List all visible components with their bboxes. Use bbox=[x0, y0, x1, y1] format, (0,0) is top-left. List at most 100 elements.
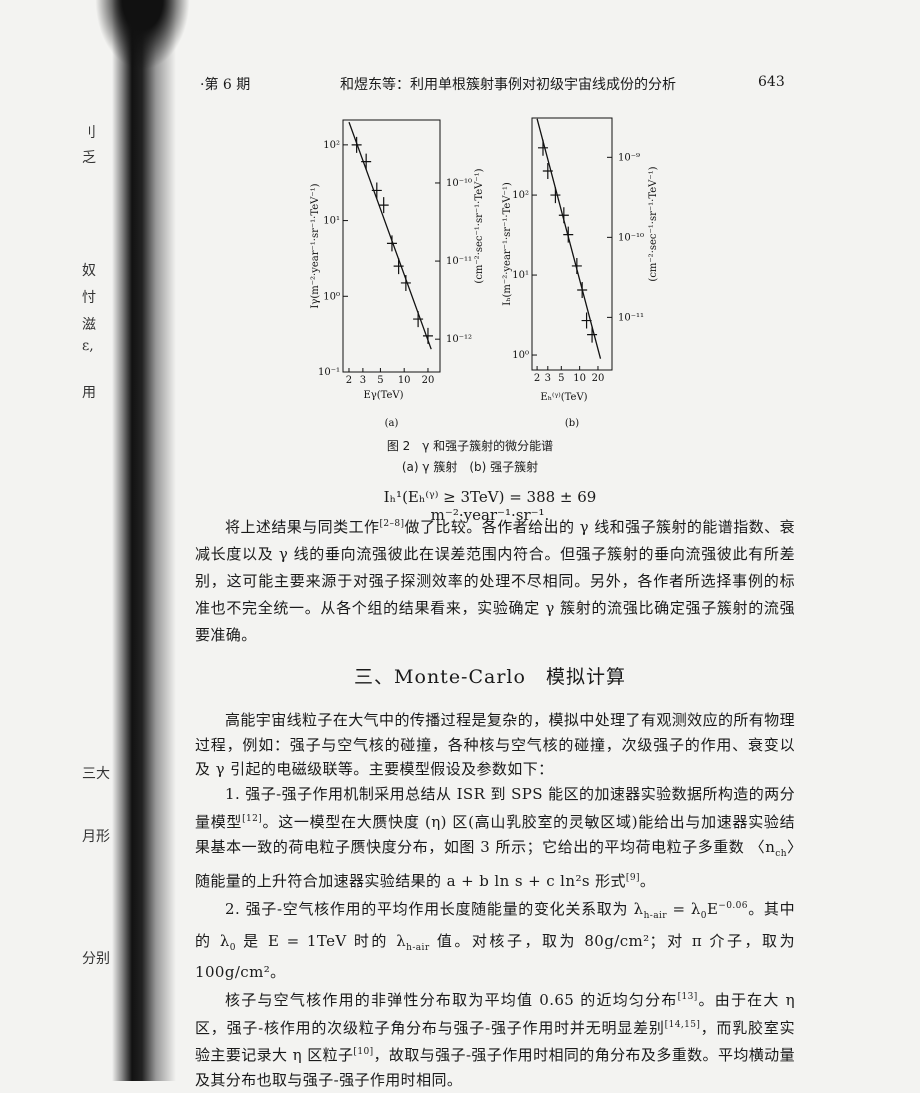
text: 。 bbox=[639, 872, 656, 891]
page-number: 643 bbox=[758, 74, 785, 90]
data-point bbox=[550, 187, 561, 204]
data-point bbox=[563, 226, 574, 243]
data-point bbox=[558, 207, 569, 224]
y-axis-label: Iγ(m⁻²·year⁻¹·sr⁻¹·TeV⁻¹) bbox=[310, 183, 321, 308]
data-point bbox=[386, 235, 397, 252]
data-point bbox=[581, 312, 592, 329]
text: ，而乳胶室实验主要记录大 η 区粒子 bbox=[195, 1018, 795, 1065]
paragraph: 1. 强子-强子作用机制采用总结从 ISR 到 SPS 能区的加速器实验数据所构… bbox=[195, 782, 795, 894]
margin-fragment: 忖 bbox=[82, 290, 96, 306]
x-tick-label: 5 bbox=[377, 375, 383, 386]
y2-tick-label: 10⁻¹⁰ bbox=[446, 178, 472, 189]
x-axis-label: Eₕ⁽ᵞ⁾(TeV) bbox=[540, 392, 587, 403]
formula: Iₕ¹(Eₕ⁽ᵞ⁾ ≥ 3TeV) = 388 ± 69 m⁻²·year⁻¹·… bbox=[383, 488, 597, 524]
text: 值。对核子，取为 80g/cm²；对 π 介子，取为 100g/cm²。 bbox=[195, 931, 795, 982]
superscript: −0.06 bbox=[718, 900, 748, 911]
text: 高能宇宙线粒子在大气中的传播过程是复杂的，模拟中处理了有观测效应的所有物理过程，… bbox=[195, 711, 795, 779]
data-point bbox=[422, 327, 433, 344]
margin-fragment: 三大 bbox=[82, 766, 110, 782]
text: 2. 强子-空气核作用的平均作用长度随能量的变化关系取为 λ bbox=[225, 899, 644, 918]
fit-line bbox=[348, 121, 432, 350]
figure: 2 3 5 10 2010⁻¹10⁰10¹10²10⁻¹²10⁻¹¹10⁻¹⁰Eγ(Te… bbox=[310, 117, 659, 429]
paragraph: 2. 强子-空气核作用的平均作用长度随能量的变化关系取为 λh-air = λ0… bbox=[195, 894, 795, 985]
subscript: 0 bbox=[700, 910, 707, 921]
x-tick-label: 10 bbox=[398, 375, 411, 386]
data-point bbox=[393, 258, 404, 275]
plot-frame bbox=[342, 119, 441, 373]
citation: [12] bbox=[242, 813, 263, 824]
citation: [2–8] bbox=[379, 519, 405, 529]
margin-fragment: ε, bbox=[82, 338, 94, 354]
paragraph: 将上述结果与同类工作[2–8]做了比较。各作者给出的 γ 线和强子簇射的能谱指数… bbox=[195, 511, 795, 649]
citation: [9] bbox=[625, 873, 640, 884]
y-tick-label: 10¹ bbox=[323, 216, 340, 227]
margin-fragment: 分别 bbox=[82, 951, 110, 967]
scan-blot bbox=[95, 0, 190, 70]
text: 〉随能量的上升符合加速器实验结果的 a + b ln s + c ln²s 形式 bbox=[195, 837, 795, 891]
data-point bbox=[371, 182, 382, 199]
text: 核子与空气核作用的非弹性分布取为平均值 0.65 的近均匀分布 bbox=[225, 991, 678, 1010]
x-tick-label: 20 bbox=[422, 375, 435, 386]
y-tick-label: 10⁰ bbox=[323, 291, 340, 302]
text: 。其中的 λ bbox=[195, 899, 795, 950]
data-point bbox=[537, 139, 548, 156]
data-point bbox=[577, 282, 588, 299]
text: = λ bbox=[666, 899, 701, 918]
data-point bbox=[571, 257, 582, 274]
x-tick-label: 5 bbox=[558, 373, 564, 384]
margin-fragment: 用 bbox=[82, 385, 96, 401]
text: E bbox=[706, 899, 719, 918]
paragraph: 高能宇宙线粒子在大气中的传播过程是复杂的，模拟中处理了有观测效应的所有物理过程，… bbox=[195, 708, 795, 782]
x-tick-label: 3 bbox=[545, 373, 551, 384]
citation: [10] bbox=[353, 1047, 374, 1058]
y-tick-label: 10² bbox=[323, 140, 340, 151]
y2-tick-label: 10⁻¹⁰ bbox=[618, 232, 644, 243]
y-tick-label: 10² bbox=[512, 190, 529, 201]
data-point bbox=[413, 311, 424, 328]
text: 1. 强子-强子作用机制采用总结从 ISR 到 SPS 能区的加速器实验数据所构… bbox=[195, 785, 795, 831]
text: 将上述结果与同类工作 bbox=[225, 518, 380, 536]
subscript: h-air bbox=[406, 942, 430, 953]
section-body: 高能宇宙线粒子在大气中的传播过程是复杂的，模拟中处理了有观测效应的所有物理过程，… bbox=[195, 708, 795, 1093]
y-axis-label: Iₕ(m⁻²·year⁻¹·sr⁻¹·TeV⁻¹) bbox=[502, 182, 513, 306]
text: 。这一模型在大赝快度 (η) 区(高山乳胶室的灵敏区域)能给出与加速器实验结果基… bbox=[195, 812, 796, 856]
figure-caption: 图 2 γ 和强子簇射的微分能谱 bbox=[386, 439, 554, 453]
panel-label: (b) bbox=[565, 418, 579, 429]
y-tick-label: 10¹ bbox=[512, 270, 529, 281]
subscript: ch bbox=[775, 848, 787, 859]
text: 。由于在大 η 区，强子-核作用的次级粒子角分布与强子-强子作用时并无明显差别 bbox=[195, 991, 795, 1037]
data-point bbox=[587, 326, 598, 343]
plot-frame bbox=[531, 117, 613, 371]
x-tick-label: 3 bbox=[360, 375, 366, 386]
data-point bbox=[542, 163, 553, 180]
x-tick-label: 2 bbox=[534, 373, 540, 384]
y2-tick-label: 10⁻¹¹ bbox=[446, 256, 472, 267]
text: 是 E = 1TeV 时的 λ bbox=[235, 931, 407, 950]
citation: [13] bbox=[677, 992, 698, 1003]
data-point bbox=[361, 153, 372, 170]
subscript: h-air bbox=[643, 910, 667, 921]
subscript: 0 bbox=[229, 942, 236, 953]
x-tick-label: 2 bbox=[346, 375, 352, 386]
text: 做了比较。各作者给出的 γ 线和强子簇射的能谱指数、衰减长度以及 γ 线的垂向流… bbox=[195, 518, 795, 644]
x-axis-label: Eγ(TeV) bbox=[363, 390, 403, 401]
margin-fragment: 乏 bbox=[82, 150, 96, 166]
y-tick-label: 10⁻¹ bbox=[318, 367, 340, 378]
citation: [14,15] bbox=[664, 1019, 701, 1030]
margin-fragment: 刂 bbox=[82, 125, 96, 141]
x-tick-label: 10 bbox=[573, 373, 586, 384]
y2-axis-label: (cm⁻²·sec⁻¹·sr⁻¹·TeV⁻¹) bbox=[474, 168, 485, 283]
y2-tick-label: 10⁻⁹ bbox=[618, 152, 640, 163]
binding-shadow bbox=[0, 0, 200, 1081]
section-heading: 三、Monte-Carlo 模拟计算 bbox=[354, 666, 626, 688]
paragraph: 核子与空气核作用的非弹性分布取为平均值 0.65 的近均匀分布[13]。由于在大… bbox=[195, 985, 795, 1093]
x-tick-label: 20 bbox=[592, 373, 605, 384]
margin-fragment: 月形 bbox=[82, 829, 110, 845]
y2-tick-label: 10⁻¹² bbox=[446, 334, 472, 345]
data-point bbox=[400, 274, 411, 291]
y2-axis-label: (cm⁻²·sec⁻¹·sr⁻¹·TeV⁻¹) bbox=[648, 166, 659, 281]
data-point bbox=[378, 197, 389, 214]
panel-label: (a) bbox=[385, 418, 399, 429]
issue: ·第 6 期 bbox=[200, 77, 251, 93]
